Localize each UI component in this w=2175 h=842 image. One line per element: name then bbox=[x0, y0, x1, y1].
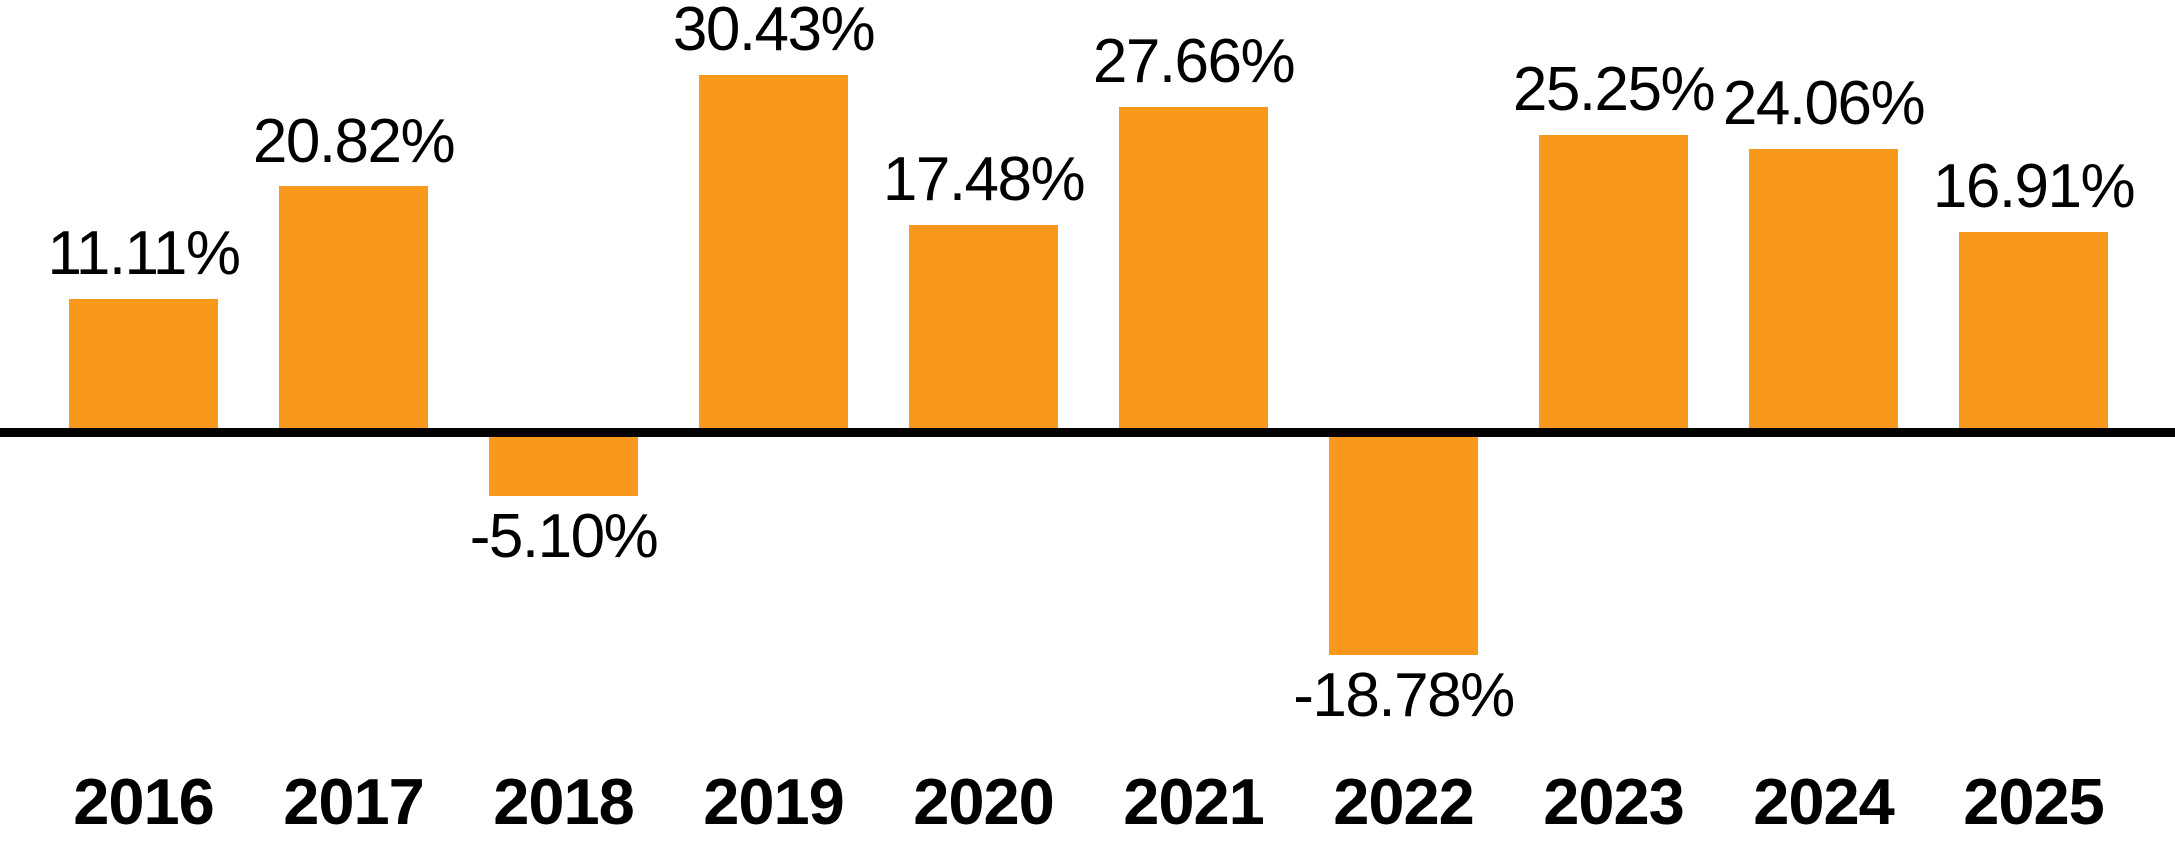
bar-2017 bbox=[279, 186, 428, 428]
bar-2025 bbox=[1959, 231, 2108, 428]
x-tick-label-2018: 2018 bbox=[493, 765, 635, 838]
x-tick-label-2022: 2022 bbox=[1333, 765, 1475, 838]
value-label-2023: 25.25% bbox=[1512, 55, 1716, 125]
bar-2020 bbox=[909, 225, 1058, 428]
value-label-2016: 11.11% bbox=[47, 219, 241, 289]
x-tick-label-2021: 2021 bbox=[1123, 765, 1265, 838]
x-tick-label-2017: 2017 bbox=[283, 765, 425, 838]
value-label-2017: 20.82% bbox=[252, 106, 456, 176]
value-label-2024: 24.06% bbox=[1722, 68, 1926, 138]
value-label-2025: 16.91% bbox=[1932, 151, 2136, 221]
zero-axis-line bbox=[0, 428, 2175, 437]
bar-2023 bbox=[1539, 135, 1688, 428]
value-label-2019: 30.43% bbox=[672, 0, 876, 65]
bar-2016 bbox=[69, 299, 218, 428]
x-tick-label-2016: 2016 bbox=[73, 765, 215, 838]
x-tick-label-2025: 2025 bbox=[1963, 765, 2105, 838]
x-tick-label-2023: 2023 bbox=[1543, 765, 1685, 838]
bar-2018 bbox=[489, 437, 638, 497]
bar-2019 bbox=[699, 75, 848, 428]
value-label-2022: -18.78% bbox=[1293, 660, 1515, 730]
bar-2024 bbox=[1749, 148, 1898, 428]
value-label-2020: 17.48% bbox=[882, 145, 1086, 215]
value-label-2021: 27.66% bbox=[1092, 27, 1296, 97]
bar-2022 bbox=[1329, 437, 1478, 655]
x-tick-label-2019: 2019 bbox=[703, 765, 845, 838]
bar-2021 bbox=[1119, 107, 1268, 428]
x-tick-label-2024: 2024 bbox=[1753, 765, 1895, 838]
value-label-2018: -5.10% bbox=[469, 502, 659, 572]
x-tick-label-2020: 2020 bbox=[913, 765, 1055, 838]
